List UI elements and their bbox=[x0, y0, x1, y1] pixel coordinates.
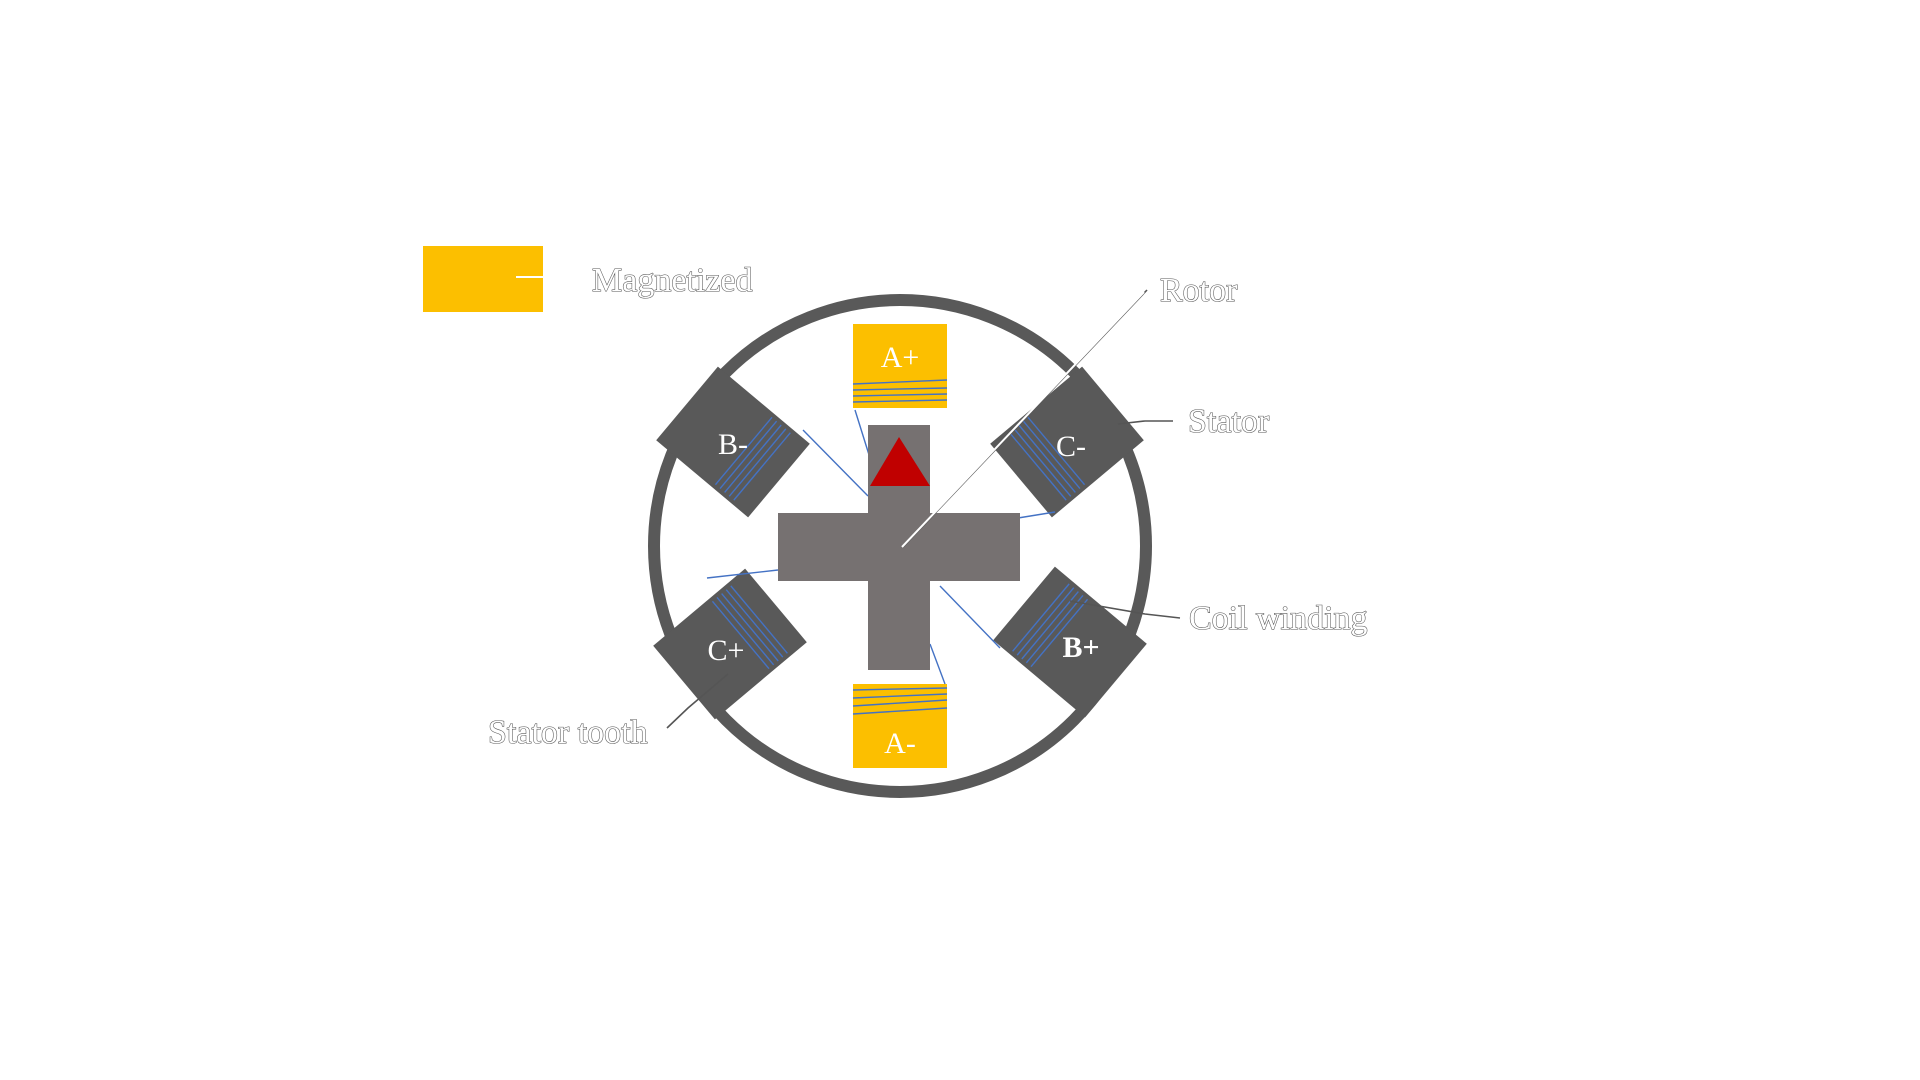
tooth-label-a-plus: A+ bbox=[881, 341, 920, 374]
tooth-label-c-plus: C+ bbox=[708, 634, 745, 667]
callout-rotor: Rotor bbox=[1160, 272, 1238, 309]
legend: Magnetized bbox=[423, 246, 753, 312]
stator-tooth-b-minus bbox=[656, 366, 810, 518]
winding-wires bbox=[706, 409, 1056, 685]
callout-coil-winding: Coil winding bbox=[1189, 600, 1368, 637]
stator-ring bbox=[648, 294, 1152, 798]
leader-stator bbox=[1117, 420, 1173, 425]
stator-tooth-c-plus bbox=[653, 568, 807, 720]
tooth-label-a-minus: A- bbox=[884, 727, 916, 760]
callout-stator: Stator bbox=[1188, 403, 1270, 440]
tooth-label-b-plus: B+ bbox=[1062, 631, 1099, 664]
leader-stator-tooth bbox=[666, 673, 729, 729]
stator-tooth-a-minus bbox=[852, 684, 948, 768]
stator-tooth-a-plus bbox=[852, 324, 948, 408]
leader-coil-winding bbox=[1069, 600, 1181, 619]
rotor bbox=[778, 425, 1020, 670]
stator-tooth-c-minus bbox=[990, 366, 1144, 518]
tooth-label-b-minus: B- bbox=[718, 428, 748, 461]
rotor-horizontal-bar bbox=[778, 513, 1020, 581]
rotor-direction-marker bbox=[870, 437, 930, 486]
legend-swatch bbox=[423, 246, 543, 312]
callout-stator-tooth: Stator tooth bbox=[488, 714, 648, 751]
stator-tooth-b-plus bbox=[993, 566, 1147, 718]
leader-rotor bbox=[901, 289, 1148, 548]
tooth-label-c-minus: C- bbox=[1056, 430, 1086, 463]
legend-label: Magnetized bbox=[592, 262, 753, 299]
